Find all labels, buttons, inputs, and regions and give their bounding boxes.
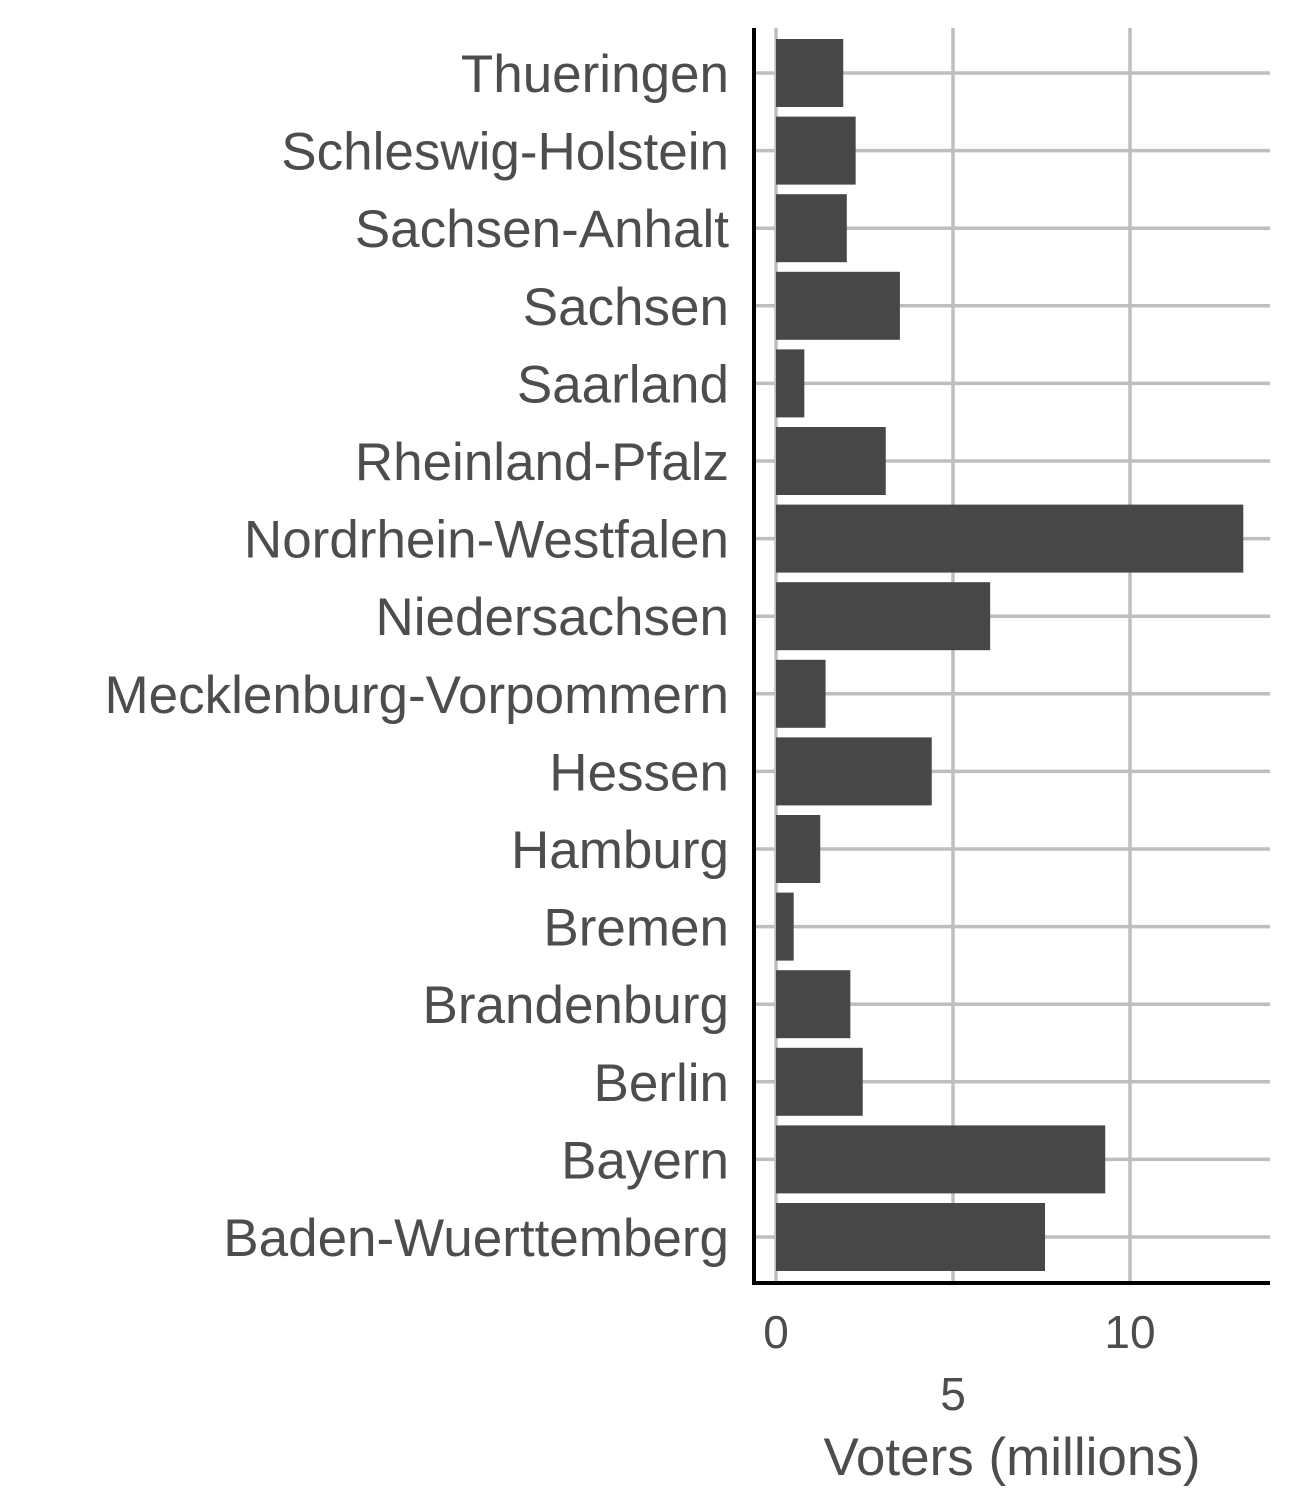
category-label: Saarland: [517, 355, 729, 414]
category-label: Bayern: [561, 1131, 729, 1190]
category-label: Sachsen-Anhalt: [355, 200, 729, 259]
category-label: Brandenburg: [423, 976, 729, 1035]
bar-saarland: [776, 349, 805, 418]
bar-nordrhein-westfalen: [776, 504, 1244, 573]
bar-hessen: [776, 737, 932, 806]
category-label: Nordrhein-Westfalen: [244, 511, 729, 570]
x-tick-label: 10: [1104, 1306, 1155, 1358]
bars: [776, 39, 1244, 1271]
bar-hamburg: [776, 815, 821, 883]
bar-schleswig-holstein: [776, 116, 856, 185]
bar-sachsen: [776, 271, 900, 340]
bar-thueringen: [776, 39, 844, 107]
bar-sachsen-anhalt: [776, 194, 847, 263]
bar-mecklenburg-vorpommern: [776, 659, 826, 728]
category-label: Hamburg: [511, 821, 729, 880]
category-label: Berlin: [593, 1054, 729, 1113]
category-label: Rheinland-Pfalz: [355, 433, 729, 492]
bar-bremen: [776, 892, 794, 961]
bar-rheinland-pfalz: [776, 427, 886, 495]
bar-niedersachsen: [776, 582, 991, 651]
x-tick-labels: 0 5 10: [763, 1306, 1155, 1420]
bar-bayern: [776, 1125, 1106, 1194]
category-label: Sachsen: [523, 278, 729, 337]
x-tick-label: 0: [763, 1306, 789, 1358]
bar-berlin: [776, 1047, 863, 1116]
bar-baden-wuerttemberg: [776, 1203, 1046, 1271]
x-tick-label: 5: [940, 1368, 966, 1420]
category-labels: Thueringen Schleswig-Holstein Sachsen-Anha…: [105, 45, 730, 1268]
category-label: Schleswig-Holstein: [281, 123, 729, 182]
category-label: Thueringen: [461, 45, 729, 104]
category-label: Mecklenburg-Vorpommern: [105, 666, 729, 725]
axes: [752, 28, 1270, 1285]
category-label: Hessen: [549, 743, 729, 802]
x-axis-title: Voters (millions): [824, 1428, 1201, 1487]
category-label: Baden-Wuerttemberg: [223, 1209, 729, 1268]
category-label: Bremen: [543, 899, 729, 958]
category-label: Niedersachsen: [375, 588, 729, 647]
bar-brandenburg: [776, 970, 851, 1039]
